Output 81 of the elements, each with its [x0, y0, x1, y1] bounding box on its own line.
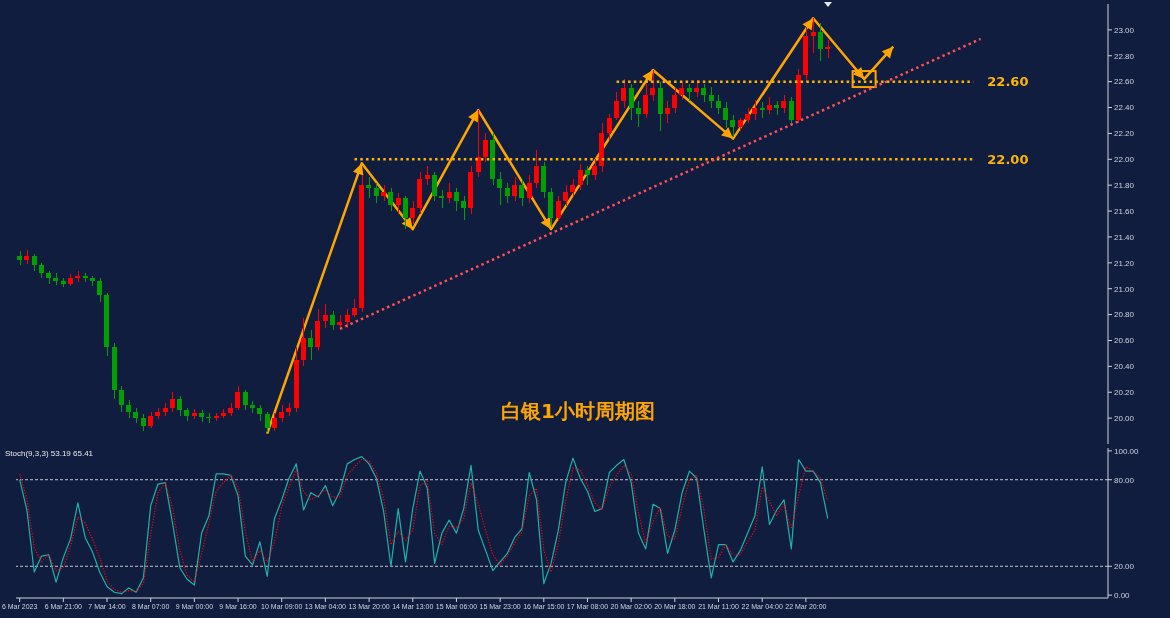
y-tick-label: 23.00	[1114, 25, 1135, 35]
candlestick	[512, 176, 518, 202]
candlestick	[271, 412, 277, 432]
candlestick	[715, 93, 721, 115]
candlestick	[126, 399, 132, 419]
candlestick	[708, 86, 714, 109]
y-tick-label: 20.80	[1114, 310, 1135, 320]
y-tick-label: 21.60	[1114, 206, 1135, 216]
y-tick-label: 21.00	[1114, 284, 1135, 294]
candlestick	[264, 411, 270, 433]
candlestick	[431, 171, 437, 202]
y-tick-label: 20.20	[1114, 388, 1135, 398]
candlestick	[373, 181, 379, 204]
series-label: 22.60	[987, 74, 1029, 90]
candlestick	[781, 93, 787, 114]
candlestick	[482, 132, 488, 163]
y-tick-label: 22.20	[1114, 129, 1135, 139]
y-tick-label: 21.20	[1114, 258, 1135, 268]
y-tick-label: 21.40	[1114, 232, 1135, 242]
candlestick	[366, 176, 372, 199]
candlestick	[643, 83, 649, 119]
candlestick	[424, 165, 430, 186]
y-tick-label: 100.00	[1114, 446, 1140, 456]
candlestick	[118, 385, 124, 413]
candlestick	[723, 101, 729, 129]
candlestick	[388, 187, 394, 212]
candlestick	[242, 389, 248, 411]
candlestick	[635, 100, 641, 128]
candlestick	[555, 194, 561, 223]
candlestick	[621, 78, 627, 109]
y-tick-label: 22.80	[1114, 51, 1135, 61]
candlestick	[730, 114, 736, 138]
candlestick	[628, 83, 634, 122]
chart-title: Stoch(9,3,3) 53.19 65.41	[5, 449, 94, 458]
candlestick	[235, 385, 241, 411]
candlestick	[402, 194, 408, 230]
candlestick	[526, 174, 532, 204]
candlestick	[453, 187, 459, 212]
candlestick	[679, 81, 685, 101]
candlestick	[672, 87, 678, 114]
candlestick	[577, 163, 583, 191]
y-tick-label: 20.00	[1114, 413, 1135, 423]
y-tick-label: 22.40	[1114, 103, 1135, 113]
candlestick	[817, 22, 823, 62]
candlestick	[177, 395, 183, 417]
text: 白银1小时周期图	[501, 399, 655, 423]
candlestick	[533, 149, 539, 189]
y-tick-label: 80.00	[1114, 475, 1135, 485]
y-tick-label: 0.00	[1114, 590, 1131, 600]
candlestick	[308, 329, 314, 361]
candlestick	[97, 277, 103, 303]
candlestick	[810, 17, 816, 54]
candlestick	[344, 308, 350, 329]
candlestick	[395, 192, 401, 215]
candlestick	[584, 165, 590, 186]
y-tick-label: 21.80	[1114, 181, 1135, 191]
candlestick	[606, 113, 612, 141]
candlestick	[701, 83, 707, 103]
candlestick	[613, 91, 619, 122]
y-tick-label: 20.40	[1114, 362, 1135, 372]
candlestick	[322, 303, 328, 329]
candlestick	[446, 181, 452, 204]
candlestick	[300, 317, 306, 367]
candlestick	[664, 100, 670, 124]
series-label: 22.00	[987, 151, 1029, 167]
candlestick	[519, 179, 525, 207]
y-tick-label: 22.00	[1114, 155, 1135, 165]
y-tick-label: 20.60	[1114, 336, 1135, 346]
candlestick	[497, 171, 503, 206]
candlestick	[752, 99, 758, 122]
candlestick	[650, 69, 656, 102]
y-tick-label: 22.60	[1114, 77, 1135, 87]
candlestick	[461, 194, 467, 221]
candlestick	[504, 181, 510, 204]
candlestick	[169, 391, 175, 413]
y-tick-label: 20.00	[1114, 562, 1135, 572]
candlestick	[330, 310, 336, 331]
candlestick	[351, 298, 357, 318]
candlestick	[592, 158, 598, 181]
candlestick	[563, 184, 568, 207]
candlestick	[410, 200, 416, 225]
